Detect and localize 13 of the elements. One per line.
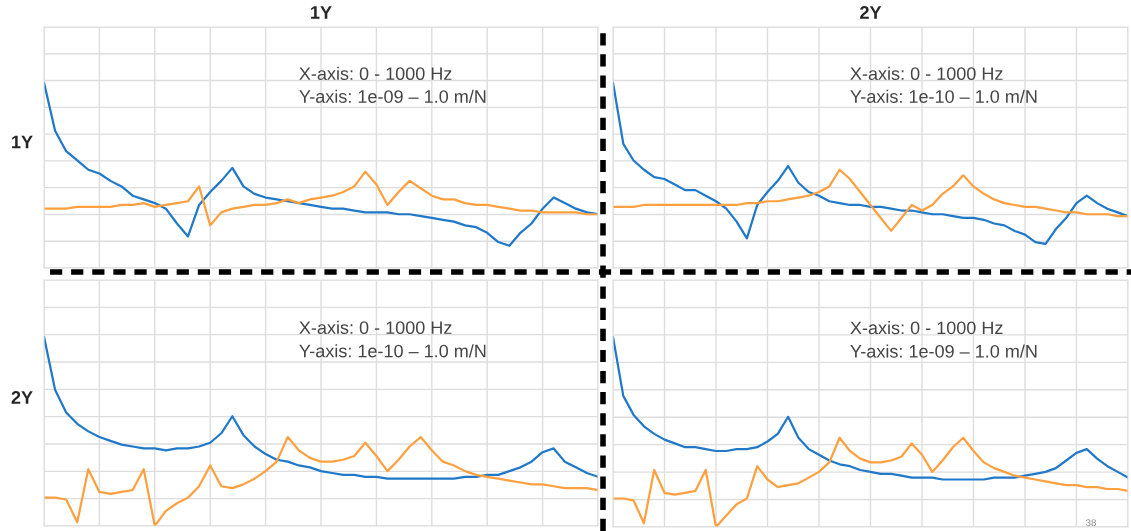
annotation: Y-axis: 1e-10 – 1.0 m/N [299, 344, 486, 358]
text: X-axis: 0 - 1000 Hz [850, 66, 1003, 81]
y-axis-title: 2Y [11, 391, 33, 404]
text: X-axis: 0 - 1000 Hz [850, 320, 1003, 335]
annotation: 38 [1085, 519, 1096, 527]
y-axis-title: 1Y [12, 135, 33, 149]
annotation: Y-axis: 1e-10 – 1.0 m/N [850, 89, 1037, 103]
chart-title: 2Y [860, 6, 882, 19]
chart-title: 1Y [311, 6, 332, 19]
annotation: Y-axis: 1e-09 – 1.0 m/N [299, 89, 486, 103]
text: X-axis: 0 - 1000 Hz [299, 320, 452, 335]
text: X-axis: 0 - 1000 Hz [299, 66, 452, 81]
annotation: Y-axis: 1e-09 – 1.0 m/N [850, 344, 1037, 358]
